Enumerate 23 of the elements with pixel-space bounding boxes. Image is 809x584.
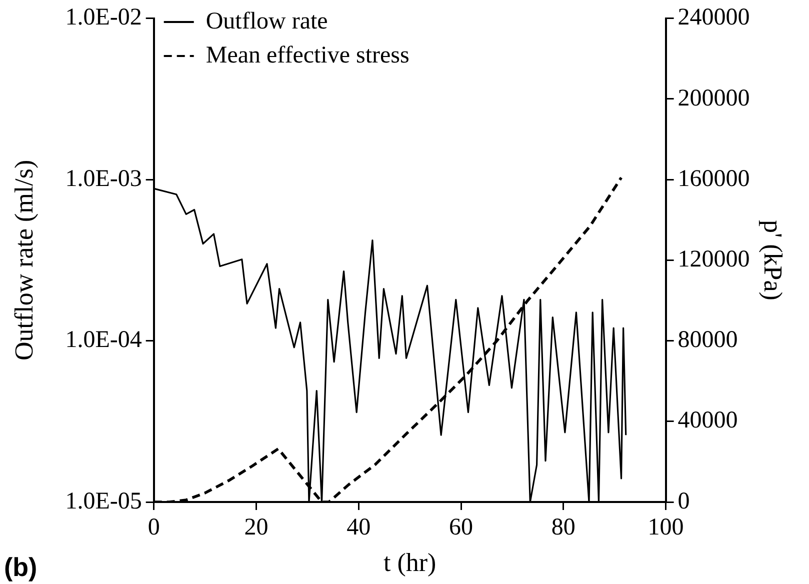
y2-tick-label: 0 bbox=[678, 488, 690, 514]
x-tick-label: 40 bbox=[346, 514, 371, 541]
x-tick-label: 60 bbox=[449, 514, 474, 541]
x-tick-label: 100 bbox=[648, 514, 684, 541]
y2-tick-label: 160000 bbox=[678, 166, 750, 192]
y-tick-label: 1.0E-02 bbox=[65, 4, 142, 31]
y2-tick-label: 80000 bbox=[678, 327, 738, 354]
x-tick-label: 0 bbox=[148, 514, 160, 541]
x-axis-title: t (hr) bbox=[383, 548, 436, 578]
y-tick-label: 1.0E-05 bbox=[65, 488, 142, 514]
y2-tick-label: 120000 bbox=[678, 246, 750, 272]
x-tick-label: 20 bbox=[244, 514, 268, 541]
y-axis-title: Outflow rate (ml/s) bbox=[9, 160, 38, 361]
y2-tick-label: 40000 bbox=[678, 408, 738, 434]
legend-label: Outflow rate bbox=[206, 8, 328, 34]
y2-axis-title: p' (kPa) bbox=[758, 220, 788, 300]
text: (b) bbox=[4, 552, 38, 582]
y2-tick-label: 200000 bbox=[678, 85, 750, 112]
y-tick-label: 1.0E-04 bbox=[65, 327, 142, 354]
y2-tick-label: 240000 bbox=[678, 4, 750, 31]
legend-label: Mean effective stress bbox=[206, 42, 410, 68]
y-tick-label: 1.0E-03 bbox=[65, 166, 142, 192]
x-tick-label: 80 bbox=[551, 514, 576, 541]
